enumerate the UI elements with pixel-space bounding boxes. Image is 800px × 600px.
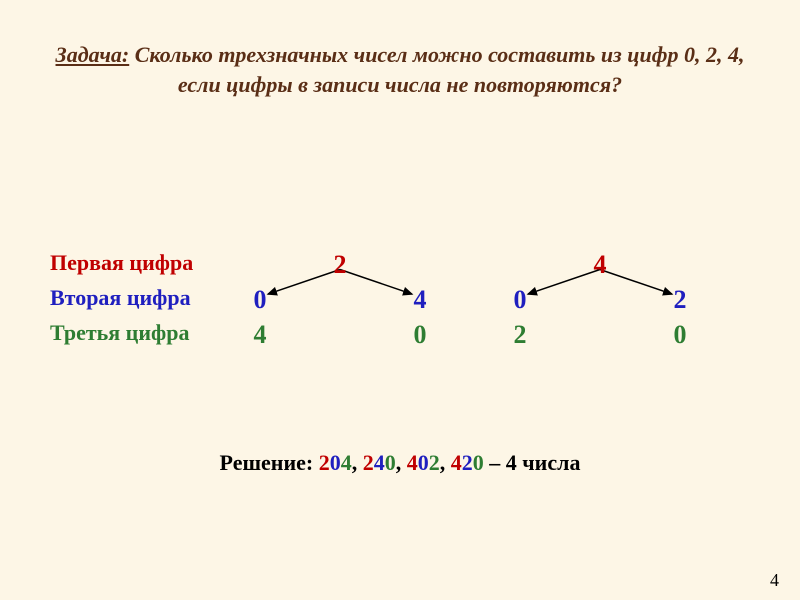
third-digit: 0 bbox=[405, 320, 435, 350]
page-number: 4 bbox=[770, 570, 779, 591]
row-label-second: Вторая цифра bbox=[50, 285, 191, 311]
first-digit: 2 bbox=[325, 250, 355, 280]
first-digit: 4 bbox=[585, 250, 615, 280]
row-label-third: Третья цифра bbox=[50, 320, 190, 346]
third-digit: 0 bbox=[665, 320, 695, 350]
third-digit: 2 bbox=[505, 320, 535, 350]
title-label: Задача: bbox=[56, 42, 130, 67]
solution-line: Решение: 204, 240, 402, 420 – 4 числа bbox=[0, 450, 800, 476]
second-digit: 4 bbox=[405, 285, 435, 315]
second-digit: 2 bbox=[665, 285, 695, 315]
second-digit: 0 bbox=[245, 285, 275, 315]
third-digit: 4 bbox=[245, 320, 275, 350]
title-text: Сколько трехзначных чисел можно составит… bbox=[129, 42, 744, 97]
problem-title: Задача: Сколько трехзначных чисел можно … bbox=[40, 40, 760, 99]
row-label-first: Первая цифра bbox=[50, 250, 193, 276]
slide-page: Задача: Сколько трехзначных чисел можно … bbox=[0, 0, 800, 600]
second-digit: 0 bbox=[505, 285, 535, 315]
